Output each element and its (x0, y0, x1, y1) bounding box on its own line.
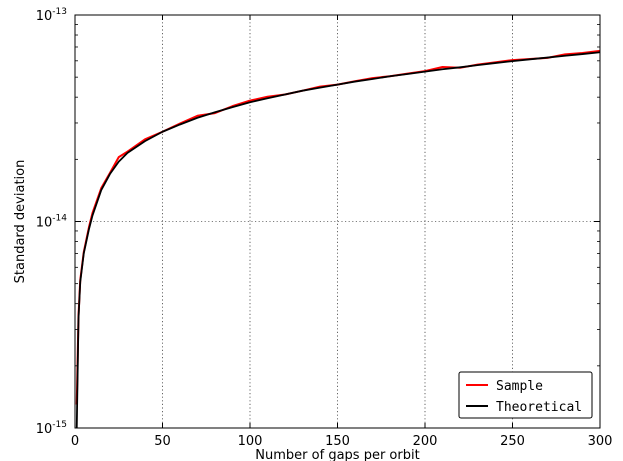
x-tick-label: 200 (413, 434, 438, 449)
series-line-sample (75, 49, 601, 405)
series-layer (75, 49, 601, 429)
tick-layer: 0 50 100 150 200 250 300 10-15 10-14 10-13 (36, 7, 613, 449)
legend-box (458, 371, 593, 419)
legend: Sample Theoretical (458, 371, 593, 419)
y-tick-label: 10-15 (36, 420, 67, 437)
legend-label-theoretical: Theoretical (496, 400, 582, 415)
x-tick-label: 150 (325, 434, 350, 449)
grid-layer (75, 15, 600, 428)
x-tick-label: 100 (238, 434, 263, 449)
x-tick-label: 250 (500, 434, 525, 449)
x-tick-label: 0 (71, 434, 79, 449)
legend-label-sample: Sample (496, 379, 543, 394)
x-axis-title: Number of gaps per orbit (255, 448, 419, 461)
y-tick-label: 10-14 (36, 214, 68, 231)
x-tick-label: 50 (154, 434, 171, 449)
series-line-theoretical (75, 51, 601, 429)
y-axis-title: Standard deviation (13, 160, 28, 284)
y-tick-label: 10-13 (36, 7, 67, 24)
x-tick-label: 300 (588, 434, 613, 449)
